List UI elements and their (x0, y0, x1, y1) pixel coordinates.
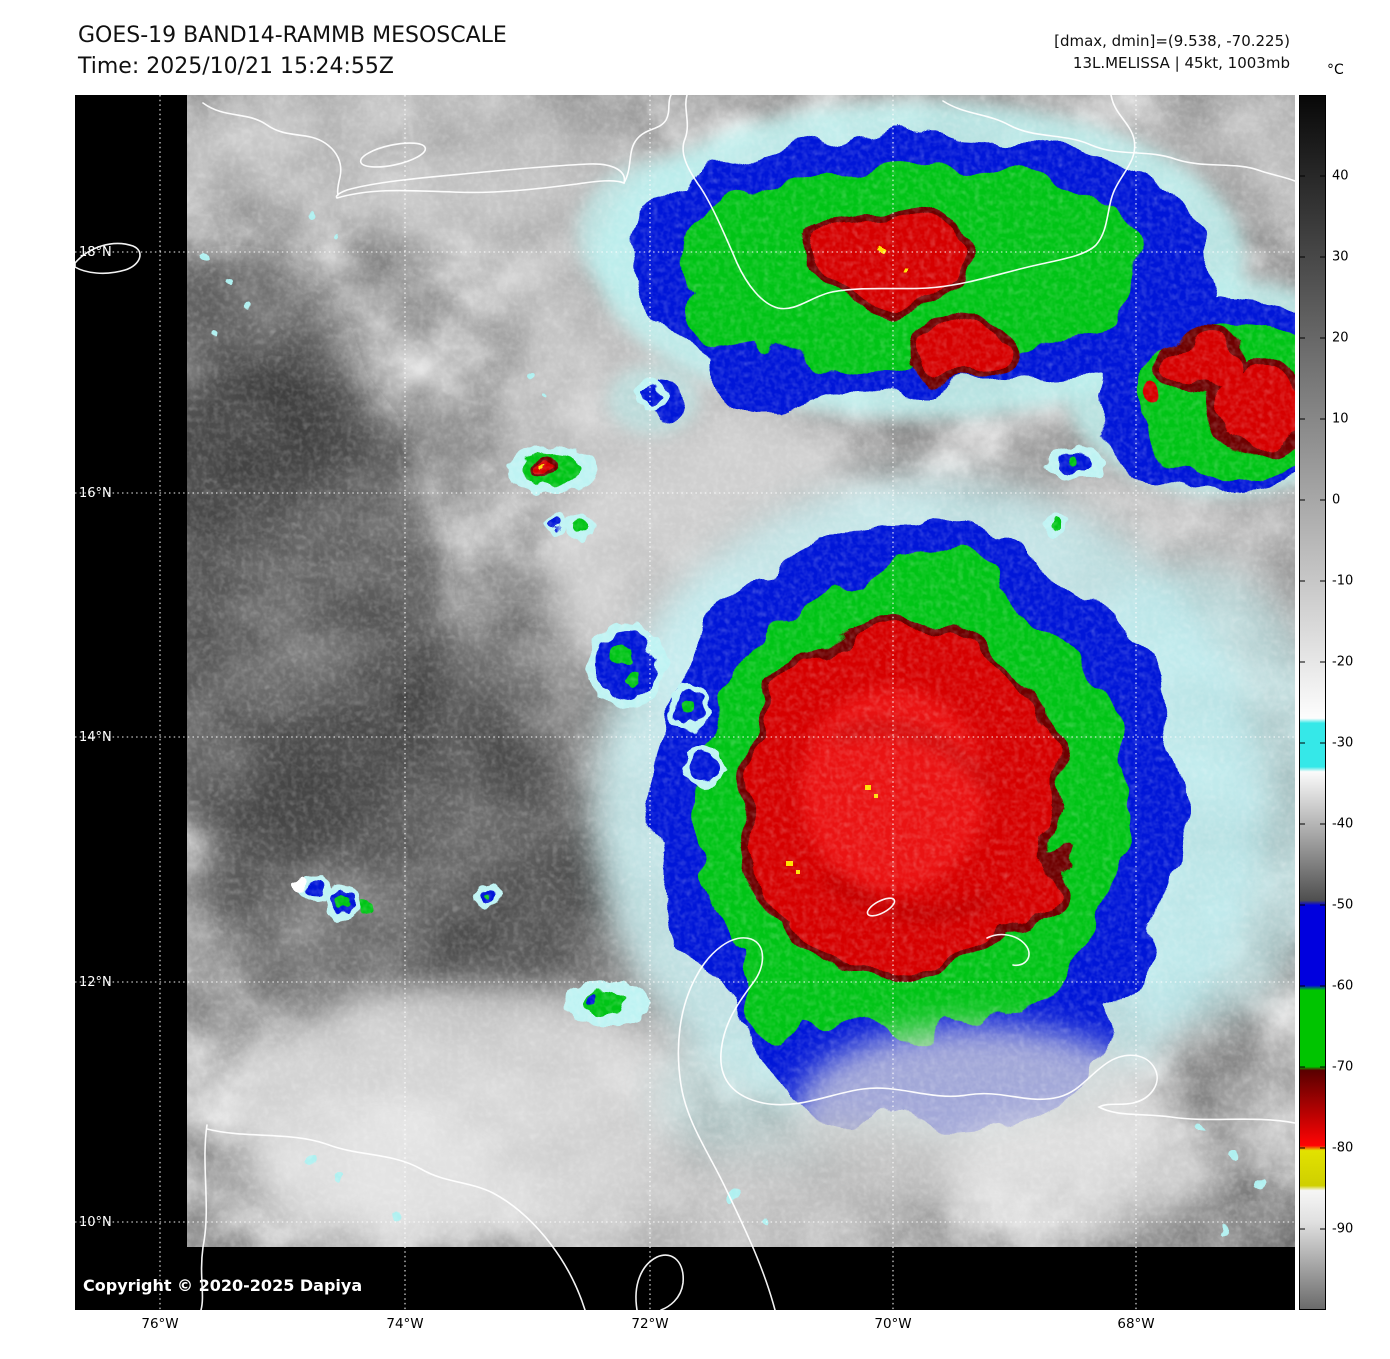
colorbar-tick-label: -80 (1332, 1140, 1354, 1156)
colorbar-tick-label: -30 (1332, 735, 1354, 751)
longitude-label: 76°W (141, 1316, 179, 1332)
coastline-island-curacao (866, 897, 896, 917)
storm-info: 13L.MELISSA | 45kt, 1003mb (1072, 54, 1290, 72)
colorbar-tick-label: -40 (1332, 816, 1354, 832)
coastline-hispaniola-north (942, 100, 1296, 182)
readouts: [dmax, dmin]=(9.538, -70.225) 13L.MELISS… (1054, 30, 1290, 74)
colorbar-tick-label: -60 (1332, 978, 1354, 994)
map-canvas: 18°N 16°N 14°N 12°N 10°N Copyright © 202… (74, 83, 1385, 1325)
coastline-hispaniola-south (682, 94, 1136, 310)
copyright-label: Copyright © 2020-2025 Dapiya (83, 1276, 362, 1295)
colorbar-tick-label: -70 (1332, 1059, 1354, 1075)
page-title: GOES-19 BAND14-RAMMB MESOSCALE (78, 23, 507, 48)
coastline-island-bonaire (986, 933, 1030, 967)
colorbar-tick-label: 20 (1332, 330, 1349, 346)
coastline-colombia-north (206, 1128, 586, 1311)
dmax-dmin-readout: [dmax, dmin]=(9.538, -70.225) (1054, 32, 1290, 50)
satellite-image: 18°N 16°N 14°N 12°N 10°N Copyright © 202… (74, 83, 1385, 1325)
colorbar-tick-marks (1299, 175, 1326, 1230)
coastline-cienaga (635, 1254, 684, 1311)
bottom-sector-strip (75, 1247, 1295, 1310)
timestamp: Time: 2025/10/21 15:24:55Z (78, 54, 394, 79)
grain-overlay (75, 95, 1295, 1310)
colorbar-tick-label: -90 (1332, 1221, 1354, 1237)
longitude-label: 72°W (631, 1316, 669, 1332)
colorbar-tick-label: 40 (1332, 168, 1349, 184)
latitude-label: 12°N (79, 975, 112, 990)
colorbar: 40 30 20 10 0 -10 -20 -30 -40 -50 -60 -7… (1299, 95, 1389, 1310)
colorbar-gradient (1299, 95, 1326, 1310)
left-sector-strip (75, 95, 187, 1310)
coastline-tiburon (335, 163, 626, 199)
gridline-layer (75, 95, 1295, 1310)
coastline-guajira-venezuela (677, 937, 1296, 1311)
coastline-gonave-bay (623, 94, 672, 184)
latitude-label: 16°N (79, 486, 112, 501)
colorbar-tick-label: -50 (1332, 897, 1354, 913)
colorbar-tick-label: -20 (1332, 654, 1354, 670)
latitude-labels: 18°N 16°N 14°N 12°N 10°N (79, 245, 112, 1230)
longitude-label: 74°W (386, 1316, 424, 1332)
header: GOES-19 BAND14-RAMMB MESOSCALE Time: 202… (78, 20, 507, 82)
longitude-label: 68°W (1117, 1316, 1155, 1332)
latitude-label: 10°N (79, 1215, 112, 1230)
coastline-jamaica (74, 242, 141, 275)
latitude-label: 18°N (79, 245, 112, 260)
temperature-unit-label: °C (1327, 62, 1344, 78)
colorbar-tick-label: 30 (1332, 249, 1349, 265)
colorbar-tick-label: 10 (1332, 411, 1349, 427)
coastline-layer (74, 94, 1296, 1311)
coastline-colombia-west (200, 1124, 208, 1311)
longitude-label: 70°W (874, 1316, 912, 1332)
colorbar-tick-label: -10 (1332, 573, 1354, 589)
coastline-haiti-nw (202, 102, 342, 196)
coastline-gonave (359, 142, 427, 168)
latitude-label: 14°N (79, 730, 112, 745)
colorbar-tick-label: 0 (1332, 492, 1341, 508)
